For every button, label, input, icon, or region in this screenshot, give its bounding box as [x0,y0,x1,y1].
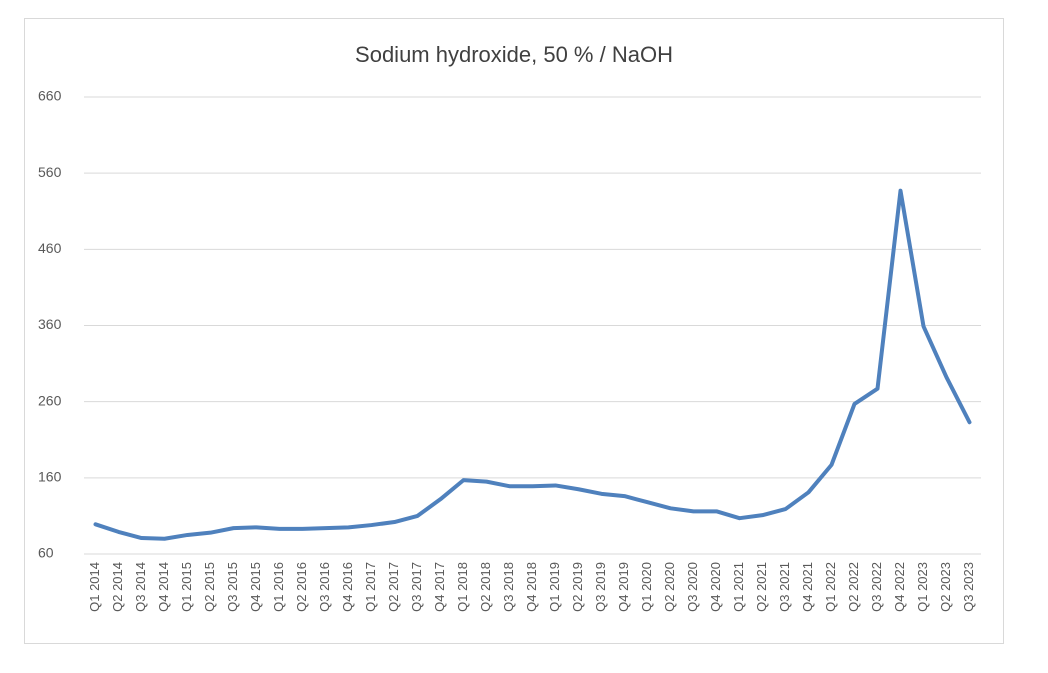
x-tick-label: Q3 2022 [869,562,884,612]
x-tick-label: Q3 2016 [317,562,332,612]
x-tick-label: Q2 2020 [662,562,677,612]
x-tick-label: Q4 2021 [800,562,815,612]
x-tick-label: Q1 2022 [823,562,838,612]
y-tick-label: 460 [38,240,62,256]
x-tick-label: Q1 2015 [179,562,194,612]
x-tick-label: Q4 2014 [156,562,171,612]
x-tick-label: Q1 2023 [915,562,930,612]
x-tick-label: Q1 2021 [731,562,746,612]
y-tick-label: 60 [38,545,54,561]
x-tick-label: Q3 2017 [409,562,424,612]
x-tick-label: Q1 2019 [547,562,562,612]
y-tick-label: 260 [38,392,62,408]
x-tick-label: Q2 2014 [110,562,125,612]
y-tick-label: 560 [38,164,62,180]
x-tick-label: Q1 2016 [271,562,286,612]
x-tick-label: Q1 2020 [639,562,654,612]
y-tick-label: 660 [38,88,62,104]
x-tick-label: Q2 2022 [846,562,861,612]
x-tick-label: Q3 2015 [225,562,240,612]
x-tick-label: Q3 2018 [501,562,516,612]
x-tick-label: Q2 2019 [570,562,585,612]
x-tick-label: Q1 2017 [363,562,378,612]
x-tick-label: Q2 2015 [202,562,217,612]
x-tick-label: Q3 2019 [593,562,608,612]
x-tick-label: Q4 2020 [708,562,723,612]
chart-title: Sodium hydroxide, 50 % / NaOH [355,42,673,67]
x-tick-label: Q3 2021 [777,562,792,612]
y-tick-label: 160 [38,469,62,485]
x-tick-label: Q3 2014 [133,562,148,612]
x-tick-label: Q1 2018 [455,562,470,612]
x-tick-label: Q3 2020 [685,562,700,612]
x-tick-label: Q4 2018 [524,562,539,612]
x-tick-label: Q2 2016 [294,562,309,612]
chart-border [24,18,1004,644]
x-tick-label: Q4 2022 [892,562,907,612]
line-series [93,188,972,541]
x-tick-label: Q2 2017 [386,562,401,612]
x-tick-label: Q4 2019 [616,562,631,612]
x-tick-label: Q2 2023 [938,562,953,612]
x-tick-label: Q1 2014 [87,562,102,612]
x-tick-label: Q3 2023 [961,562,976,612]
x-tick-label: Q4 2015 [248,562,263,612]
x-tick-label: Q2 2018 [478,562,493,612]
x-tick-label: Q4 2017 [432,562,447,612]
x-tick-label: Q4 2016 [340,562,355,612]
y-tick-label: 360 [38,316,62,332]
x-tick-label: Q2 2021 [754,562,769,612]
